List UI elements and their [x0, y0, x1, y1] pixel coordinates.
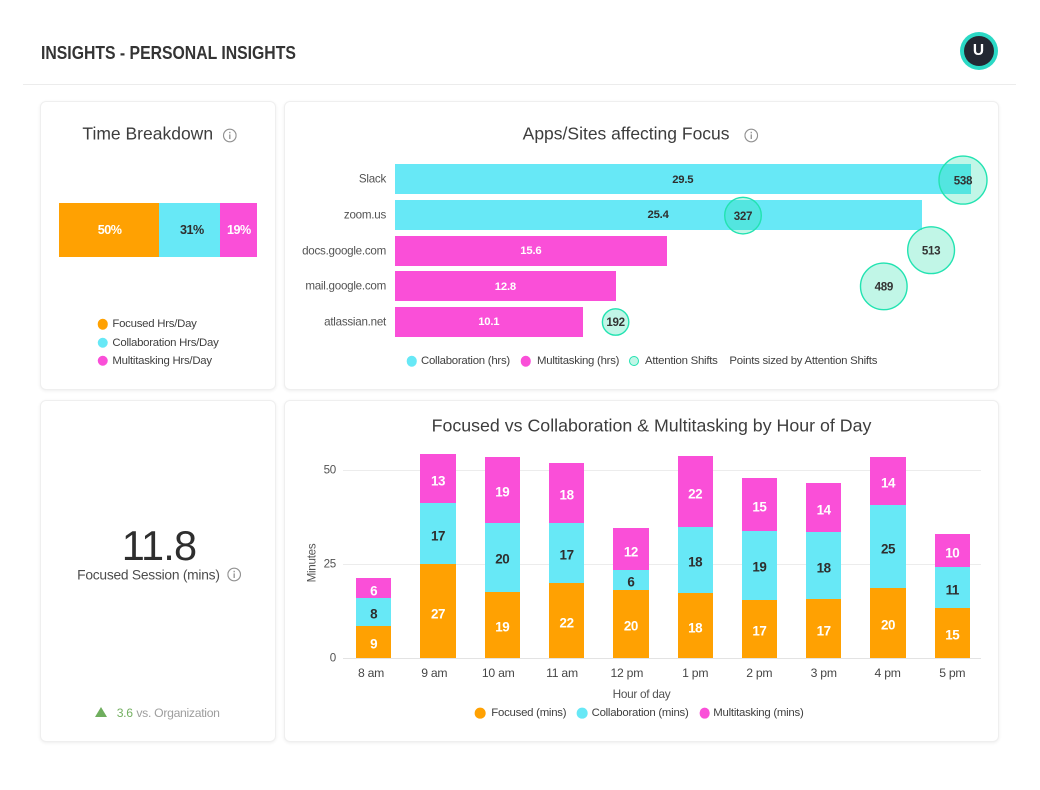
svg-text:192: 192 [606, 316, 624, 329]
svg-text:513: 513 [921, 244, 940, 257]
svg-text:327: 327 [733, 210, 751, 223]
svg-text:538: 538 [953, 174, 972, 187]
svg-text:489: 489 [874, 281, 893, 294]
